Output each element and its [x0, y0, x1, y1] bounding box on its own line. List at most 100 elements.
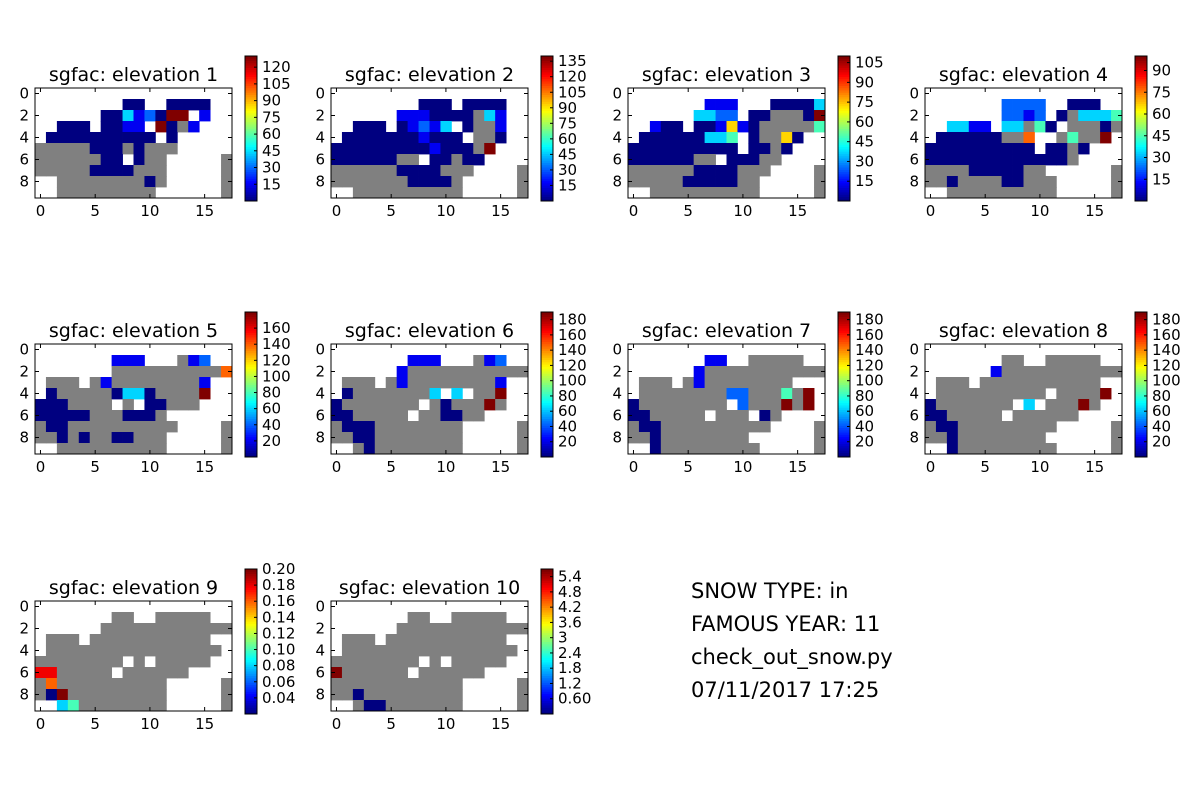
colorbar-segment — [1135, 157, 1147, 161]
colorbar-segment — [838, 436, 850, 440]
heatmap-cell — [957, 421, 970, 433]
colorbar-segment — [1135, 155, 1147, 159]
heatmap-cell — [451, 623, 463, 635]
colorbar-segment — [541, 330, 553, 333]
colorbar-segment — [245, 345, 257, 349]
x-tick-label: 5 — [980, 202, 990, 220]
heatmap-cell — [67, 176, 80, 188]
colorbar-segment — [838, 178, 850, 182]
heatmap-cell — [517, 432, 529, 444]
colorbar-segment — [1135, 103, 1147, 107]
figure-info-block: SNOW TYPE: in FAMOUS YEAR: 11 check_out_… — [691, 575, 893, 707]
colorbar-segment — [541, 639, 553, 642]
colorbar-segment — [1135, 101, 1147, 105]
heatmap-cell — [122, 623, 134, 635]
heatmap-cell — [704, 432, 716, 444]
heatmap-cell — [814, 176, 826, 188]
heatmap-cell — [682, 143, 695, 155]
heatmap-cell — [704, 355, 716, 367]
heatmap-cell — [100, 410, 113, 422]
heatmap-cell — [1034, 176, 1046, 188]
heatmap-cell — [429, 656, 441, 668]
colorbar-tick-label: 90 — [558, 99, 577, 117]
heatmap-cell — [759, 154, 771, 166]
heatmap-cell — [166, 645, 178, 657]
heatmap-cell — [385, 667, 398, 679]
colorbar-segment — [541, 707, 553, 710]
heatmap-cell — [385, 443, 398, 455]
heatmap-cell — [199, 634, 211, 646]
heatmap-cell — [122, 443, 134, 455]
heatmap-cell — [67, 388, 80, 400]
x-tick-label: 0 — [36, 202, 46, 220]
heatmap-cell — [1001, 143, 1013, 155]
colorbar-segment — [541, 325, 553, 329]
heatmap-cell — [1089, 99, 1101, 111]
colorbar-segment — [1135, 454, 1147, 458]
colorbar-segment — [541, 148, 553, 152]
heatmap-cell — [199, 99, 211, 111]
colorbar-segment — [838, 434, 850, 438]
heatmap-cell — [1023, 388, 1035, 400]
heatmap-cell — [122, 121, 134, 133]
heatmap-cell — [440, 667, 452, 679]
heatmap-cell — [473, 667, 485, 679]
colorbar-segment — [838, 341, 850, 345]
colorbar-segment — [1135, 423, 1147, 426]
y-tick-label: 0 — [315, 341, 325, 359]
colorbar-segment — [1135, 393, 1147, 397]
x-tick-label: 10 — [733, 458, 752, 476]
heatmap-cell — [671, 143, 684, 155]
heatmap-cell — [935, 132, 948, 144]
colorbar-segment — [1135, 402, 1147, 406]
heatmap-cell — [792, 366, 804, 378]
colorbar-tick-label: 30 — [855, 152, 874, 170]
heatmap-cell — [440, 143, 452, 155]
heatmap-cell — [45, 645, 58, 657]
colorbar-tick-label: 40 — [855, 417, 874, 435]
colorbar-tick-label: 0.20 — [262, 560, 295, 578]
colorbar-tick-label: 4.8 — [558, 583, 582, 601]
heatmap-cell — [100, 689, 113, 701]
heatmap-cell — [957, 377, 970, 389]
heatmap-cell — [144, 377, 156, 389]
heatmap-cell — [155, 154, 167, 166]
heatmap-cell — [440, 377, 452, 389]
heatmap-cell — [396, 656, 409, 668]
colorbar-segment — [1135, 316, 1147, 320]
heatmap-cell — [957, 443, 970, 455]
heatmap-cell — [968, 432, 981, 444]
heatmap-cell — [122, 143, 134, 155]
colorbar-segment — [541, 411, 553, 415]
heatmap-cell — [385, 176, 398, 188]
heatmap-cell — [495, 110, 507, 122]
info-famous-year: FAMOUS YEAR: 11 — [691, 612, 881, 636]
heatmap-cell — [418, 634, 430, 646]
heatmap-cell — [177, 612, 189, 624]
heatmap-cell — [166, 623, 178, 635]
colorbar-segment — [838, 142, 850, 145]
colorbar-tick-label: 20 — [262, 432, 281, 450]
colorbar-segment — [838, 350, 850, 354]
colorbar-segment — [245, 119, 257, 123]
heatmap-cell — [45, 154, 58, 166]
heatmap-cell — [331, 176, 343, 188]
heatmap-cell — [517, 187, 529, 199]
colorbar-segment — [541, 332, 553, 336]
heatmap-cell — [418, 355, 430, 367]
heatmap-cell — [704, 99, 716, 111]
heatmap-cell — [792, 355, 804, 367]
colorbar-segment — [541, 171, 553, 175]
colorbar-segment — [838, 395, 850, 399]
colorbar-segment — [1135, 334, 1147, 338]
heatmap-cell — [1034, 121, 1046, 133]
heatmap-cell — [418, 410, 430, 422]
heatmap-cell — [770, 388, 782, 400]
heatmap-cell — [407, 432, 419, 444]
y-tick-label: 4 — [315, 385, 325, 403]
colorbar-segment — [1135, 137, 1147, 141]
colorbar-segment — [1135, 189, 1147, 193]
heatmap-cell — [100, 176, 113, 188]
heatmap-cell — [166, 399, 178, 411]
y-tick-label: 8 — [315, 429, 325, 447]
